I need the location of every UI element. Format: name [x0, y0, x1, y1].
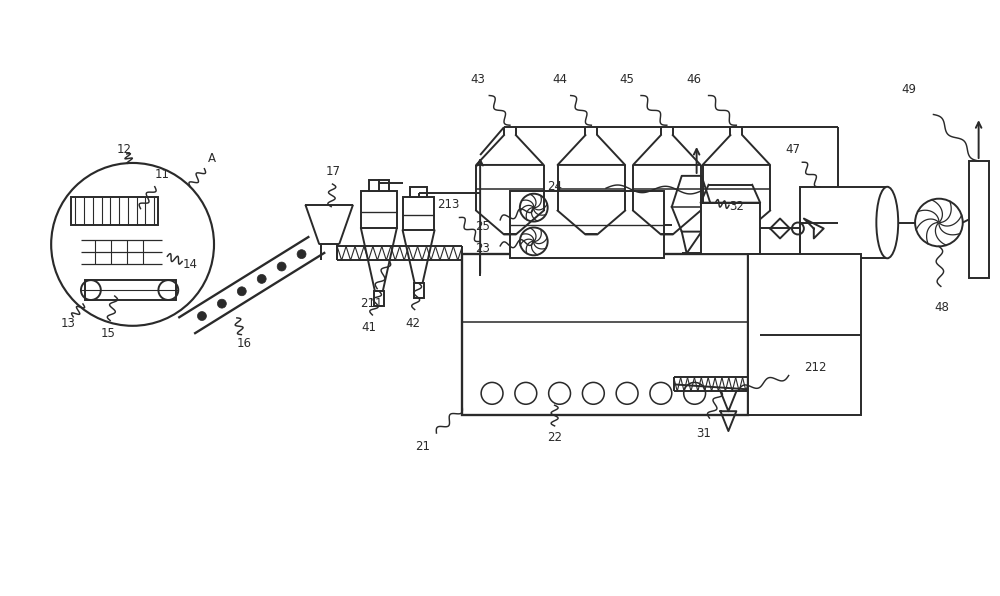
Text: 44: 44 — [552, 73, 567, 86]
Circle shape — [237, 287, 246, 296]
Text: 22: 22 — [547, 430, 562, 443]
Text: 212: 212 — [805, 361, 827, 374]
Text: 211: 211 — [360, 297, 382, 311]
Bar — [701, 203, 760, 254]
Text: 24: 24 — [547, 180, 562, 193]
Bar — [510, 191, 664, 258]
Text: 42: 42 — [405, 317, 420, 330]
Text: 16: 16 — [236, 337, 251, 350]
Text: 17: 17 — [326, 165, 341, 178]
Text: 25: 25 — [475, 220, 490, 233]
Ellipse shape — [876, 187, 898, 258]
Circle shape — [297, 250, 306, 259]
Text: 49: 49 — [902, 83, 917, 96]
Bar — [85, 280, 176, 300]
Text: 31: 31 — [696, 427, 711, 439]
Text: 32: 32 — [729, 200, 744, 213]
Text: 15: 15 — [100, 327, 115, 340]
Text: 11: 11 — [155, 168, 170, 181]
Text: 13: 13 — [61, 317, 75, 330]
Text: 12: 12 — [117, 142, 132, 156]
Text: 45: 45 — [620, 73, 635, 86]
Text: 48: 48 — [934, 302, 949, 315]
Text: 14: 14 — [183, 257, 198, 271]
Circle shape — [277, 262, 286, 271]
Circle shape — [217, 299, 226, 308]
Text: 213: 213 — [437, 198, 460, 211]
Text: 47: 47 — [785, 142, 800, 156]
Bar — [374, 291, 384, 306]
Text: 21: 21 — [415, 440, 430, 454]
Bar — [462, 254, 748, 415]
Text: A: A — [208, 153, 216, 166]
Circle shape — [915, 198, 963, 246]
Text: 43: 43 — [471, 73, 486, 86]
Text: 46: 46 — [686, 73, 701, 86]
Bar — [361, 191, 397, 228]
Circle shape — [197, 312, 206, 321]
Bar — [969, 161, 989, 278]
Bar — [369, 180, 389, 191]
Bar — [800, 187, 887, 258]
Bar — [403, 197, 434, 231]
Bar — [410, 187, 427, 197]
Bar — [71, 197, 158, 225]
Text: 41: 41 — [361, 321, 376, 334]
Bar — [748, 254, 861, 415]
Text: 23: 23 — [475, 242, 490, 255]
Circle shape — [257, 274, 266, 283]
Bar — [414, 283, 424, 298]
